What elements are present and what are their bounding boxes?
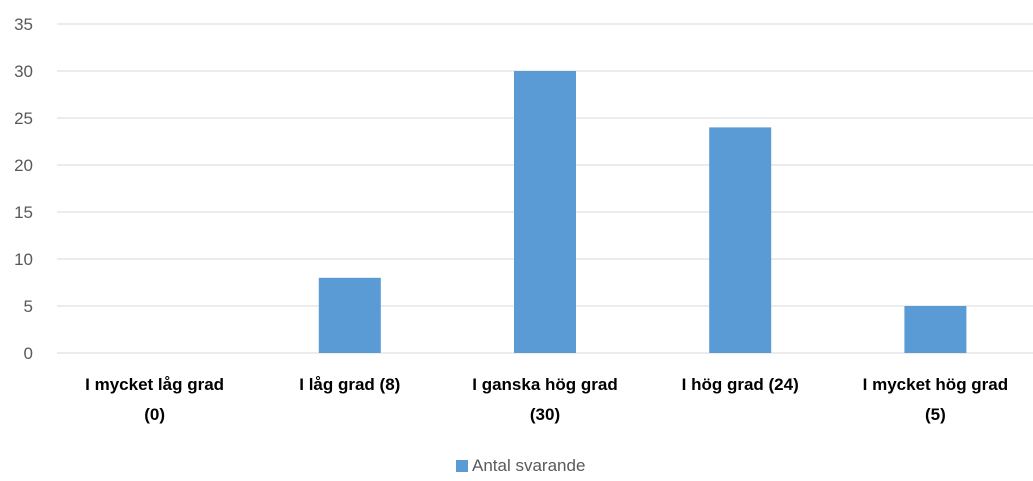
y-tick-label: 10 xyxy=(14,250,33,269)
legend-swatch xyxy=(456,460,468,472)
y-tick-label: 35 xyxy=(14,15,33,34)
x-tick-label: (30) xyxy=(530,405,560,424)
x-tick-label: I mycket låg grad xyxy=(85,375,224,394)
y-tick-label: 20 xyxy=(14,156,33,175)
y-tick-label: 25 xyxy=(14,109,33,128)
legend: Antal svarande xyxy=(456,456,585,475)
x-tick-label: I ganska hög grad xyxy=(472,375,617,394)
x-tick-label: I låg grad (8) xyxy=(299,375,400,394)
x-tick-label: I hög grad (24) xyxy=(682,375,799,394)
y-tick-label: 15 xyxy=(14,203,33,222)
x-axis-ticks: I mycket låg grad (0) I låg grad (8) I gans… xyxy=(85,375,1008,424)
bar xyxy=(709,127,772,354)
x-tick-label: I mycket hög grad xyxy=(863,375,1008,394)
y-tick-label: 5 xyxy=(24,297,33,316)
y-axis-ticks: 0 5 10 15 20 25 30 35 xyxy=(14,15,33,363)
y-tick-label: 0 xyxy=(24,344,33,363)
bars xyxy=(318,71,967,354)
x-tick-label: (5) xyxy=(925,405,946,424)
legend-label: Antal svarande xyxy=(472,456,585,475)
bar xyxy=(904,306,967,353)
bar xyxy=(514,71,576,353)
bar xyxy=(318,277,381,353)
x-tick-label: (0) xyxy=(144,405,165,424)
y-tick-label: 30 xyxy=(14,62,33,81)
